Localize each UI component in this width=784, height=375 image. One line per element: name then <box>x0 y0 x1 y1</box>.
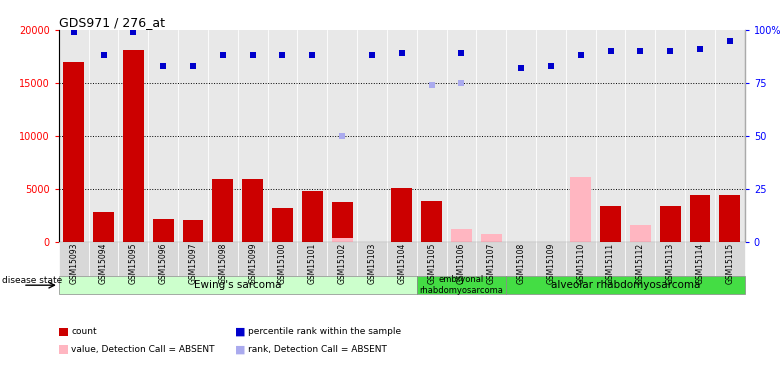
Text: GSM15108: GSM15108 <box>517 243 525 284</box>
Text: GSM15094: GSM15094 <box>99 243 108 284</box>
Bar <box>89 242 118 276</box>
Bar <box>238 242 267 276</box>
Text: GSM15100: GSM15100 <box>278 243 287 284</box>
Text: GSM15099: GSM15099 <box>249 243 257 284</box>
Bar <box>272 208 293 242</box>
Bar <box>178 242 208 276</box>
Text: GSM15114: GSM15114 <box>695 243 705 284</box>
Bar <box>208 242 238 276</box>
Bar <box>64 62 84 242</box>
Text: disease state: disease state <box>2 276 63 285</box>
Bar <box>566 242 596 276</box>
Text: GSM15096: GSM15096 <box>158 243 168 284</box>
Bar <box>417 276 506 294</box>
Bar <box>267 242 297 276</box>
Bar <box>387 242 417 276</box>
Bar <box>357 242 387 276</box>
Text: GDS971 / 276_at: GDS971 / 276_at <box>59 16 165 29</box>
Bar <box>59 276 417 294</box>
Bar <box>153 219 173 242</box>
Text: GSM15113: GSM15113 <box>666 243 675 284</box>
Text: GSM15110: GSM15110 <box>576 243 586 284</box>
Bar <box>451 229 472 242</box>
Text: value, Detection Call = ABSENT: value, Detection Call = ABSENT <box>71 345 215 354</box>
Bar <box>600 206 621 242</box>
Text: alveolar rhabdomyosarcoma: alveolar rhabdomyosarcoma <box>551 280 700 290</box>
Bar <box>570 177 591 242</box>
Bar <box>183 220 204 242</box>
Bar <box>626 242 655 276</box>
Bar <box>481 234 502 242</box>
Text: GSM15093: GSM15093 <box>69 243 78 284</box>
Text: GSM15112: GSM15112 <box>636 243 645 284</box>
Text: GSM15104: GSM15104 <box>397 243 406 284</box>
Bar <box>118 242 148 276</box>
Bar <box>630 225 651 242</box>
Bar <box>297 242 327 276</box>
Bar <box>447 242 477 276</box>
Text: GSM15109: GSM15109 <box>546 243 555 284</box>
Bar <box>242 179 263 242</box>
Bar <box>421 201 442 242</box>
Bar <box>93 212 114 242</box>
Text: GSM15105: GSM15105 <box>427 243 436 284</box>
Bar <box>477 242 506 276</box>
Text: GSM15102: GSM15102 <box>338 243 347 284</box>
Text: Ewing's sarcoma: Ewing's sarcoma <box>194 280 281 290</box>
Bar <box>715 242 745 276</box>
Text: GSM15115: GSM15115 <box>725 243 735 284</box>
Bar <box>148 242 178 276</box>
Bar <box>212 179 234 242</box>
Bar <box>536 242 566 276</box>
Bar <box>59 242 89 276</box>
Text: GSM15101: GSM15101 <box>308 243 317 284</box>
Bar <box>690 195 710 242</box>
Text: ■: ■ <box>235 327 245 337</box>
Text: count: count <box>71 327 97 336</box>
Text: percentile rank within the sample: percentile rank within the sample <box>248 327 401 336</box>
Text: GSM15095: GSM15095 <box>129 243 138 284</box>
Bar <box>685 242 715 276</box>
Bar <box>506 276 745 294</box>
Bar <box>332 202 353 242</box>
Bar <box>391 188 412 242</box>
Bar <box>655 242 685 276</box>
Bar <box>720 195 740 242</box>
Text: GSM15107: GSM15107 <box>487 243 495 284</box>
Text: GSM15106: GSM15106 <box>457 243 466 284</box>
Text: embryonal
rhabdomyosarcoma: embryonal rhabdomyosarcoma <box>419 276 503 295</box>
Bar <box>332 238 353 242</box>
Text: GSM15097: GSM15097 <box>188 243 198 284</box>
Bar <box>327 242 357 276</box>
Bar <box>660 206 681 242</box>
Bar <box>596 242 626 276</box>
Text: GSM15111: GSM15111 <box>606 243 615 284</box>
Text: ■: ■ <box>235 345 245 354</box>
Text: rank, Detection Call = ABSENT: rank, Detection Call = ABSENT <box>248 345 387 354</box>
Text: GSM15103: GSM15103 <box>368 243 376 284</box>
Bar <box>506 242 536 276</box>
Bar <box>302 191 323 242</box>
Bar <box>123 50 143 242</box>
Text: GSM15098: GSM15098 <box>218 243 227 284</box>
Bar <box>417 242 447 276</box>
